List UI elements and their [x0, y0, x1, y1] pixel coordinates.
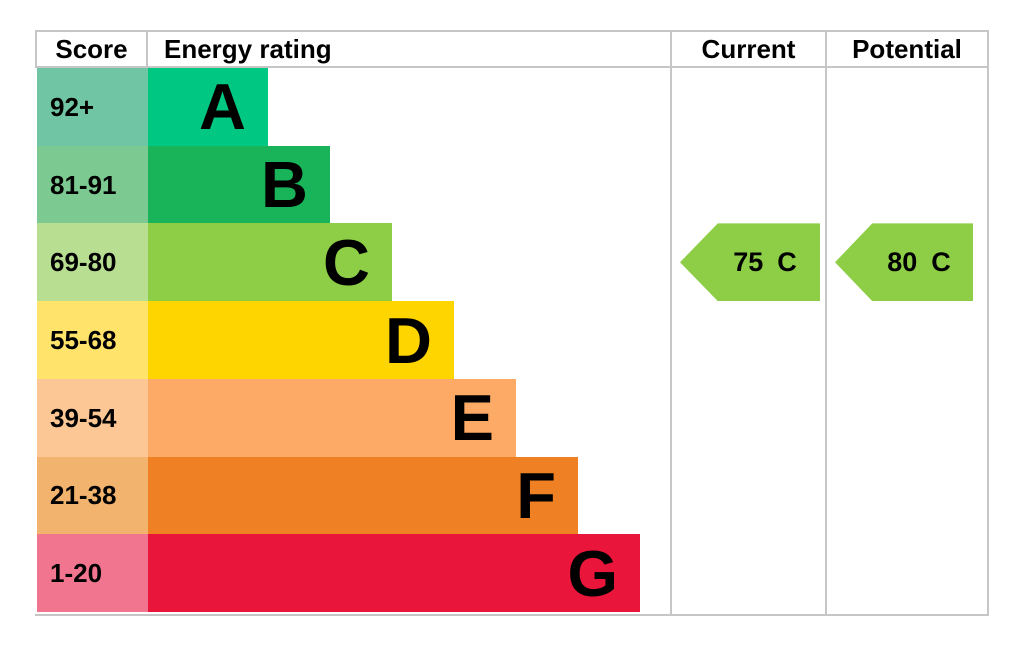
current-rating-letter: C	[777, 246, 797, 277]
band-row: 92+ A	[37, 68, 670, 146]
current-column	[670, 68, 825, 616]
score-range-cell: 21-38	[37, 456, 148, 535]
score-range-cell: 81-91	[37, 145, 148, 224]
rating-letter: D	[385, 303, 432, 377]
epc-table: Score Energy rating Current Potential 92…	[35, 30, 989, 617]
potential-score-value: 80	[887, 246, 918, 277]
rating-bar: G	[148, 534, 640, 613]
band-row: 39-54 E	[37, 378, 670, 457]
rating-bar: F	[148, 456, 578, 535]
score-range-cell: 55-68	[37, 301, 148, 379]
rating-bar: B	[148, 145, 330, 224]
score-range-cell: 92+	[37, 68, 148, 146]
rating-letter: F	[516, 458, 556, 532]
potential-rating-letter: C	[931, 246, 951, 277]
score-range-cell: 39-54	[37, 378, 148, 457]
rating-letter: E	[450, 381, 494, 455]
table-bottom-border	[35, 614, 989, 616]
rating-letter: A	[199, 70, 246, 144]
score-range-cell: 69-80	[37, 223, 148, 302]
band-row: 81-91 B	[37, 145, 670, 224]
rating-bar: D	[148, 301, 454, 379]
rating-bar: A	[148, 68, 268, 146]
score-column-header: Score	[35, 30, 148, 68]
rating-letter: G	[567, 536, 618, 610]
current-column-header: Current	[670, 30, 825, 68]
rating-bar: C	[148, 223, 392, 302]
score-range-cell: 1-20	[37, 534, 148, 613]
rating-bands: 92+ A 81-91 B 69-80 C 55-68 D 39-54 E 21…	[37, 68, 670, 613]
potential-column	[825, 68, 989, 616]
rating-letter: C	[323, 225, 370, 299]
band-row: 21-38 F	[37, 456, 670, 535]
energy-rating-column-header: Energy rating	[148, 30, 670, 68]
band-row: 55-68 D	[37, 301, 670, 379]
rating-bar: E	[148, 378, 516, 457]
potential-column-header: Potential	[825, 30, 989, 68]
band-row: 1-20 G	[37, 534, 670, 613]
rating-letter: B	[261, 148, 308, 222]
current-score-value: 75	[733, 246, 764, 277]
band-row: 69-80 C	[37, 223, 670, 302]
